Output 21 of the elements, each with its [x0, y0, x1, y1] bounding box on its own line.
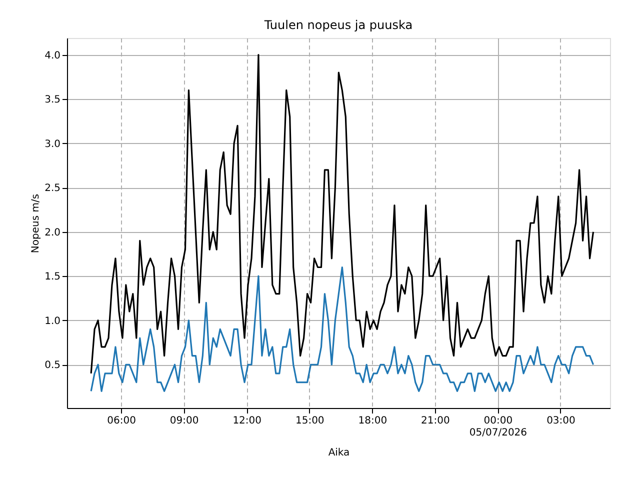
x-tick-label: 03:00: [546, 416, 576, 426]
x-tick-label: 12:00: [232, 416, 262, 426]
y-tick-label: 3.0: [44, 138, 60, 150]
y-tick-label: 0.5: [44, 360, 60, 372]
y-tick-label: 3.5: [44, 94, 60, 106]
line-series: [90, 266, 594, 392]
chart-title: Tuulen nopeus ja puuska: [263, 18, 413, 32]
x-tick-label: 18:00: [358, 416, 388, 426]
y-tick-label: 1.0: [44, 316, 60, 327]
y-axis-title: Nopeus m/s: [30, 194, 42, 254]
x-tick-label: 15:00: [295, 416, 324, 426]
x-tick-label: 06:00: [107, 416, 136, 426]
y-tick-label: 4.0: [44, 50, 60, 62]
y-tick-label: 2.0: [44, 227, 60, 238]
x-tick-label: 21:00: [421, 416, 450, 426]
y-tick-label: 1.5: [44, 272, 60, 283]
x-tick-label: 09:00: [170, 416, 199, 426]
y-tick-label: 2.5: [44, 183, 60, 194]
x-tick-label: 00:00 05/07/2026: [469, 416, 528, 438]
x-axis-title: Aika: [328, 448, 350, 458]
line-series: [90, 54, 594, 374]
